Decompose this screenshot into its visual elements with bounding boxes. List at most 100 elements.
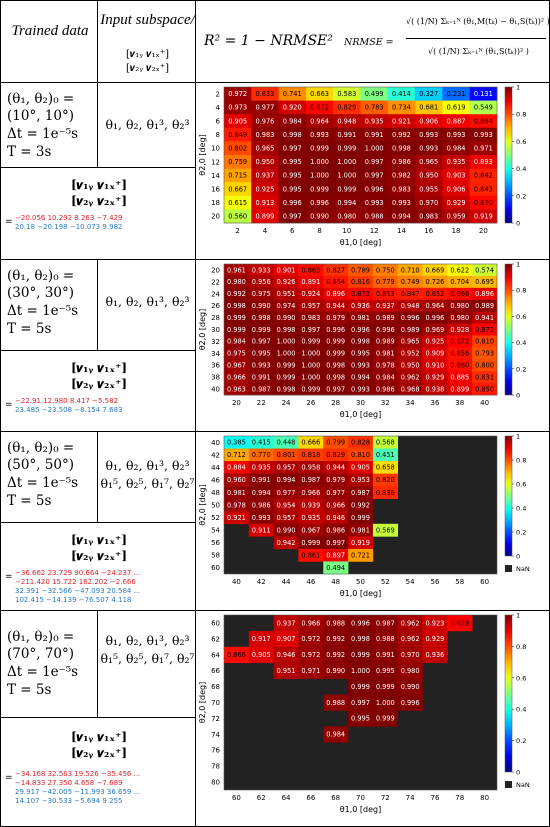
heatmap-cell-label: 0.816 xyxy=(351,278,370,286)
heatmap-cell-rect xyxy=(422,383,448,396)
heatmap-cell-label: 0.820 xyxy=(376,476,395,484)
heatmap-cell-label: 0.965 xyxy=(419,158,438,166)
heatmap-cell-rect xyxy=(397,287,423,301)
matrix-cell: [𝒗₁ᵧ 𝒗₁ₓ⁺] [𝒗₂ᵧ 𝒗₂ₓ⁺] = −34.168 32.563 1… xyxy=(0,717,196,827)
heatmap-cell-label: 0.980 xyxy=(450,314,469,322)
heatmap-cell-rect xyxy=(360,141,389,156)
heatmap-cell-rect xyxy=(397,630,423,648)
y-tick-label: 28 xyxy=(211,314,220,322)
vector-top: [𝒗₁ᵧ 𝒗₁ₓ⁺] xyxy=(70,178,128,192)
heatmap-cell-label: 0.955 xyxy=(419,185,438,193)
x-tick-label: 8 xyxy=(317,227,321,235)
heatmap-cell-label: 0.903 xyxy=(447,172,466,180)
heatmap-cell-rect xyxy=(248,311,274,324)
x-tick-label: 42 xyxy=(257,578,266,586)
heatmap-chart: 0.385 0.415 0.448 0.666 0.799 0.828 0.5680.712… xyxy=(198,433,530,599)
heatmap-cell-label: 1.000 xyxy=(376,699,395,707)
matrix-red-row: −20.056 10.292 8.263 −7.429 xyxy=(15,214,123,222)
heatmap-cell-label: 0.959 xyxy=(447,213,466,221)
heatmap-cell-label: 0.967 xyxy=(227,362,246,370)
heatmap-cell-label: 0.942 xyxy=(277,539,296,547)
heatmap-cell-label: 0.987 xyxy=(252,385,271,393)
heatmap-cell-rect xyxy=(447,359,473,372)
matrix-cell: [𝒗₁ᵧ 𝒗₁ₓ⁺] [𝒗₂ᵧ 𝒗₂ₓ⁺] = −36.662 23.729 9… xyxy=(0,522,196,611)
heatmap-cell-rect xyxy=(469,195,498,210)
heatmap-cell-label: 0.993 xyxy=(365,199,384,207)
heatmap-cell-label: 0.415 xyxy=(252,439,271,447)
x-tick-label: 58 xyxy=(455,578,464,586)
heatmap-cell-label: 0.836 xyxy=(376,489,395,497)
heatmap-cell-rect xyxy=(248,646,274,664)
heatmap-cell-rect xyxy=(273,662,299,679)
heatmap-cell-rect xyxy=(447,275,473,289)
y-tick-label: 38 xyxy=(211,374,220,382)
heatmap-cell-rect xyxy=(224,141,252,156)
heatmap-cell-rect xyxy=(248,383,274,396)
heatmap-cell-label: 1.000 xyxy=(301,362,320,370)
y-tick-label: 20 xyxy=(211,266,220,274)
heatmap-cell-label: 0.997 xyxy=(301,326,320,334)
heatmap-cell-label: 0.986 xyxy=(392,158,411,166)
heatmap-cell-rect xyxy=(469,100,498,115)
heatmap-cell-rect xyxy=(348,694,374,711)
ic-line-4: T = 5s xyxy=(7,493,52,509)
x-tick-label: 78 xyxy=(455,794,464,802)
ic-line-3: Δt = 1e⁻⁵s xyxy=(7,126,79,142)
heatmap-cell-rect xyxy=(298,498,324,512)
heatmap-cell-label: 0.997 xyxy=(365,158,384,166)
heatmap-cell-label: 0.849 xyxy=(228,131,247,139)
heatmap-cell-label: 0.980 xyxy=(450,302,469,310)
heatmap-cell-label: 0.997 xyxy=(283,145,302,153)
heatmap-cell-rect xyxy=(387,155,416,169)
heatmap-cell-label: 0.974 xyxy=(277,302,296,310)
subspace-line-1: θ₁, θ₂, θ₁³, θ₂³ xyxy=(105,633,190,648)
nan-label: NaN xyxy=(516,781,530,789)
heatmap-cell-label: 0.981 xyxy=(227,489,246,497)
heatmap-cell-rect xyxy=(224,498,250,512)
heatmap-cell-label: 0.802 xyxy=(228,145,247,153)
matrix-equals: = xyxy=(5,572,13,582)
heatmap-cell-label: 0.992 xyxy=(351,501,370,509)
heatmap-cell-rect xyxy=(422,646,448,664)
heatmap-cell-label: 0.852 xyxy=(426,290,445,298)
heatmap-cell-rect xyxy=(397,662,423,679)
heatmap-cell-label: 0.998 xyxy=(351,338,370,346)
heatmap-cell-rect xyxy=(248,335,274,348)
heatmap-cell-label: 0.993 xyxy=(252,362,271,370)
heatmap-cell-label: 0.997 xyxy=(351,699,370,707)
heatmap-cell-label: 0.885 xyxy=(450,373,469,381)
heatmap-cell-label: 0.990 xyxy=(401,683,420,691)
heatmap-cell-label: 0.980 xyxy=(401,667,420,675)
heatmap-cell-rect xyxy=(422,371,448,384)
heatmap-cell-label: 1.000 xyxy=(337,158,356,166)
heatmap-cell-label: 0.494 xyxy=(326,564,345,572)
header-input-subspace-cell: Input subspace/ [𝒗₁ᵧ 𝒗₁ₓ⁺] [𝒗₂ᵧ 𝒗₂ₓ⁺] xyxy=(97,0,196,83)
heatmap-cell-rect xyxy=(469,168,498,183)
heatmap-cell-rect xyxy=(397,694,423,711)
heatmap-cell-label: 0.987 xyxy=(301,476,320,484)
heatmap-cell-rect xyxy=(348,359,374,372)
initial-conditions-cell: (θ₁, θ₂)₀ = (10°, 10°) Δt = 1e⁻⁵s T = 3s xyxy=(0,82,98,168)
heatmap-cell-rect xyxy=(397,646,423,664)
heatmap-cell-label: 0.864 xyxy=(474,117,493,125)
heatmap-plot: 0.972 0.833 0.741 0.663 0.583 0.499 0.414 0.327… xyxy=(223,86,498,224)
y-tick-label: 60 xyxy=(211,564,220,572)
heatmap-cell-label: 0.989 xyxy=(376,338,395,346)
heatmap-cell-rect xyxy=(278,87,307,101)
heatmap-cell-label: 0.615 xyxy=(228,199,247,207)
heatmap-cell-label: 0.929 xyxy=(426,635,445,643)
heatmap-cell-rect xyxy=(298,335,324,348)
heatmap-cell-label: 0.999 xyxy=(301,385,320,393)
heatmap-cell-rect xyxy=(469,182,498,197)
heatmap-cell-rect xyxy=(348,335,374,348)
ic-line-3: Δt = 1e⁻⁵s xyxy=(7,664,79,680)
heatmap-cell-rect xyxy=(397,347,423,360)
heatmap-cell-label: 0.917 xyxy=(252,635,271,643)
heatmap-cell-label: 0.999 xyxy=(252,326,271,334)
y-tick-label: 80 xyxy=(211,779,220,787)
heatmap-cell-label: 0.853 xyxy=(376,290,395,298)
heatmap-cell-label: 0.750 xyxy=(376,266,395,274)
heatmap-cell-rect xyxy=(422,311,448,324)
heatmap-cell-rect xyxy=(397,383,423,396)
heatmap-cell-rect xyxy=(348,264,374,277)
